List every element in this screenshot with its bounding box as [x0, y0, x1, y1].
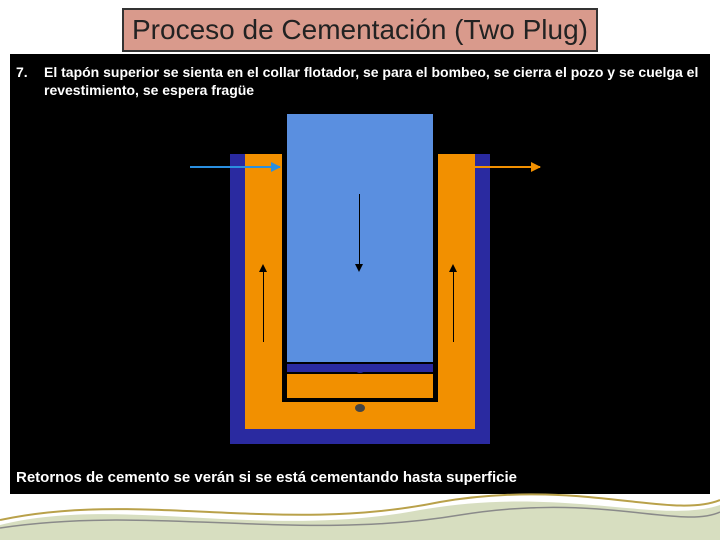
displacement-fluid [287, 114, 433, 362]
shoe-floor [287, 398, 433, 402]
cementing-diagram [190, 114, 530, 449]
float-collar-icon [355, 365, 365, 373]
step-description: El tapón superior se sienta en el collar… [44, 64, 704, 99]
outlet-arrow-icon [470, 166, 540, 168]
shoe-gap [287, 374, 433, 398]
step-number: 7. [16, 64, 28, 80]
title-container: Proceso de Cementación (Two Plug) [122, 8, 598, 52]
decorative-swoosh-icon [0, 480, 720, 540]
inlet-arrow-icon [190, 166, 280, 168]
shoe-valve-icon [355, 404, 365, 412]
slide-body: 7. El tapón superior se sienta en el col… [10, 54, 710, 494]
page-title: Proceso de Cementación (Two Plug) [122, 8, 598, 52]
